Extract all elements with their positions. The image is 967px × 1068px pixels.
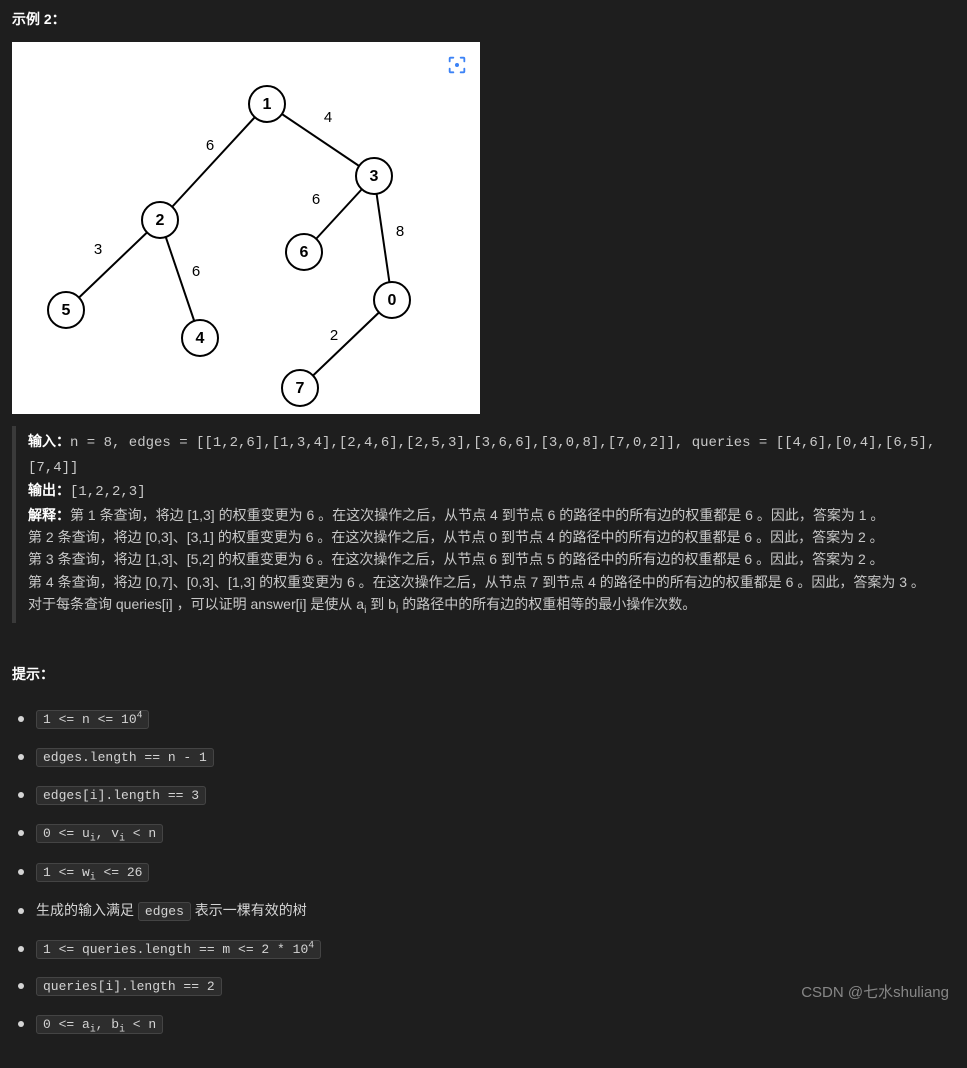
svg-text:3: 3: [370, 168, 379, 185]
scan-icon[interactable]: [444, 52, 470, 78]
svg-text:6: 6: [312, 191, 320, 208]
svg-text:5: 5: [62, 302, 71, 319]
explain-line-4: 第 4 条查询，将边 [0,7]、[0,3]、[1,3] 的权重变更为 6 。在…: [28, 574, 925, 590]
explain-line-1: 第 1 条查询，将边 [1,3] 的权重变更为 6 。在这次操作之后，从节点 4…: [70, 507, 884, 523]
input-keyword: 输入：: [28, 433, 70, 449]
list-item: 1 <= queries.length == m <= 2 * 104: [12, 937, 955, 961]
svg-text:3: 3: [94, 241, 102, 258]
output-keyword: 输出：: [28, 482, 70, 498]
tree-graph-svg: 6 4 3 6 6 8 2 1 2 3 5 4 6 0 7: [12, 42, 480, 414]
list-item: 1 <= wi <= 26: [12, 860, 955, 885]
svg-text:7: 7: [296, 380, 305, 397]
output-text: [1,2,2,3]: [70, 484, 146, 500]
explain-keyword: 解释：: [28, 507, 70, 523]
graph-figure: 6 4 3 6 6 8 2 1 2 3 5 4 6 0 7: [12, 42, 480, 414]
list-item: 生成的输入满足 edges 表示一棵有效的树: [12, 899, 955, 923]
list-item: 1 <= n <= 104: [12, 707, 955, 731]
constraint-chip: 1 <= wi <= 26: [36, 863, 149, 882]
constraint-chip: 0 <= ai, bi < n: [36, 1015, 163, 1034]
example-block: 输入：n = 8, edges = [[1,2,6],[1,3,4],[2,4,…: [12, 426, 955, 622]
svg-text:4: 4: [324, 109, 332, 126]
svg-text:8: 8: [396, 223, 404, 240]
constraint-chip: edges.length == n - 1: [36, 748, 214, 767]
constraint-chip: queries[i].length == 2: [36, 977, 222, 996]
input-text: n = 8, edges = [[1,2,6],[1,3,4],[2,4,6],…: [28, 435, 935, 475]
list-item: queries[i].length == 2: [12, 974, 955, 998]
svg-text:2: 2: [330, 327, 338, 344]
list-item: 0 <= ai, bi < n: [12, 1012, 955, 1037]
example-heading: 示例 2：: [12, 0, 955, 38]
list-item: edges[i].length == 3: [12, 783, 955, 807]
svg-text:6: 6: [192, 263, 200, 280]
constraint-chip: edges: [138, 902, 191, 921]
constraint-chip: edges[i].length == 3: [36, 786, 206, 805]
list-item: 0 <= ui, vi < n: [12, 821, 955, 846]
explain-line-3: 第 3 条查询，将边 [1,3]、[5,2] 的权重变更为 6 。在这次操作之后…: [28, 551, 884, 567]
constraint-chip: 1 <= queries.length == m <= 2 * 104: [36, 940, 321, 959]
list-item: edges.length == n - 1: [12, 745, 955, 769]
explain-line-2: 第 2 条查询，将边 [0,3]、[3,1] 的权重变更为 6 。在这次操作之后…: [28, 529, 884, 545]
svg-text:0: 0: [388, 292, 397, 309]
svg-text:1: 1: [263, 96, 272, 113]
svg-text:4: 4: [196, 330, 205, 347]
constraint-chip: 1 <= n <= 104: [36, 710, 149, 729]
svg-text:2: 2: [156, 212, 165, 229]
explain-line-5: 对于每条查询 queries[i] ，可以证明 answer[i] 是使从 ai…: [28, 596, 696, 612]
svg-text:6: 6: [206, 137, 214, 154]
constraint-chip: 0 <= ui, vi < n: [36, 824, 163, 843]
svg-text:6: 6: [300, 244, 309, 261]
hints-heading: 提示：: [12, 655, 955, 693]
constraints-list: 1 <= n <= 104 edges.length == n - 1 edge…: [12, 707, 955, 1037]
article-body: 示例 2： 6 4 3 6 6 8 2 1 2 3 5 4 6 0 7 输入：n = 8, edges = …: [0, 0, 967, 1068]
